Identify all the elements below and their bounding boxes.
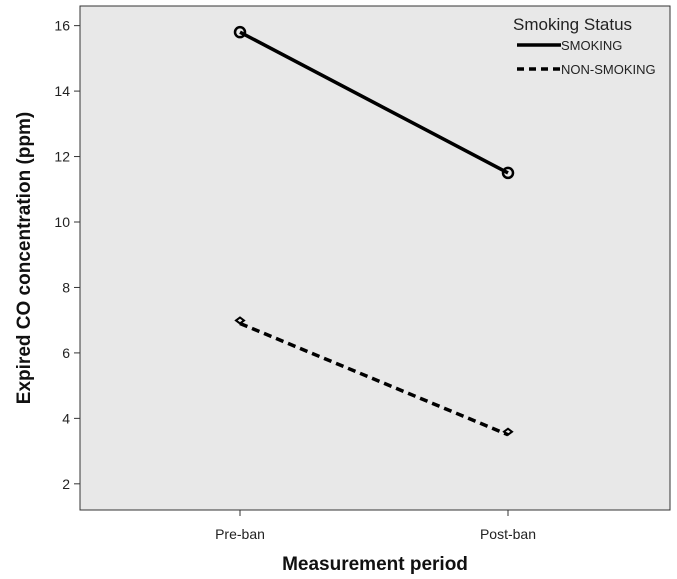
data-point-non-smoking	[234, 316, 246, 325]
y-tick-label: 14	[54, 83, 70, 99]
legend-label-non-smoking: NON-SMOKING	[561, 62, 656, 77]
series-line-smoking	[239, 30, 509, 175]
legend-label-smoking: SMOKING	[561, 38, 622, 53]
x-axis: Pre-ban Post-ban	[215, 510, 536, 542]
data-point-smoking	[501, 166, 515, 180]
y-tick-label: 4	[62, 410, 70, 426]
data-point-non-smoking	[502, 427, 514, 436]
plot-area	[79, 5, 671, 511]
y-tick-label: 12	[54, 149, 70, 165]
x-tick-label: Post-ban	[480, 526, 536, 542]
y-tick-label: 10	[54, 214, 70, 230]
y-tick-label: 6	[62, 345, 70, 361]
y-tick-label: 8	[62, 279, 70, 295]
y-axis-title: Expired CO concentration (ppm)	[14, 112, 35, 404]
data-point-smoking	[233, 25, 247, 39]
legend: Smoking Status SMOKING NON-SMOKING	[513, 15, 656, 77]
y-tick-label: 16	[54, 18, 70, 34]
series-layer	[233, 25, 515, 437]
legend-title: Smoking Status	[513, 15, 632, 34]
y-axis: 2 4 6 8 10 12 14 16	[54, 18, 80, 492]
x-tick-label: Pre-ban	[215, 526, 265, 542]
x-axis-title: Measurement period	[282, 554, 468, 575]
series-line-non-smoking	[239, 321, 509, 437]
y-tick-label: 2	[62, 476, 70, 492]
